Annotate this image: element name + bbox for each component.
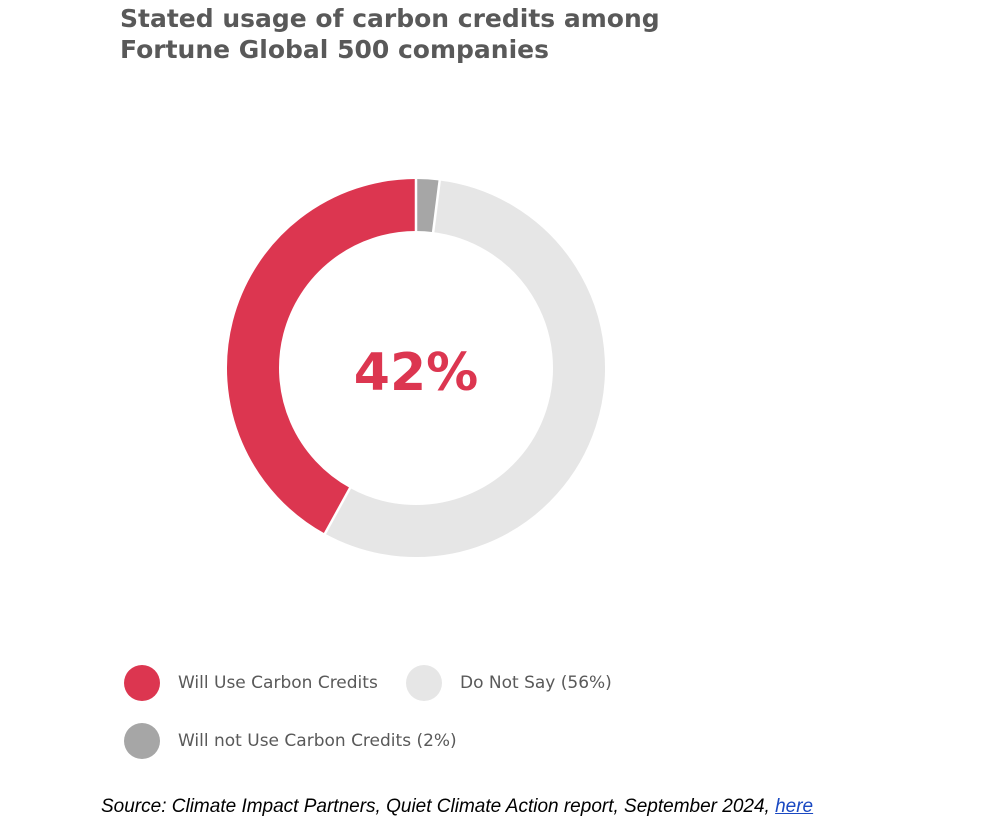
legend-item-will-use: Will Use Carbon Credits (124, 664, 378, 702)
legend-swatch-will-use (124, 665, 160, 701)
donut-slice-3 (324, 180, 605, 557)
chart-title-line-1: Stated usage of carbon credits among (120, 4, 660, 33)
legend-label-will-use: Will Use Carbon Credits (178, 673, 378, 693)
legend-label-will-not-use: Will not Use Carbon Credits (2%) (178, 731, 457, 751)
source-note: Source: Climate Impact Partners, Quiet C… (101, 796, 813, 818)
donut-slice-1 (227, 179, 417, 534)
legend-item-will-not-use: Will not Use Carbon Credits (2%) (124, 722, 457, 760)
legend-swatch-will-not-use (124, 723, 160, 759)
legend-label-do-not-say: Do Not Say (56%) (460, 673, 612, 693)
chart-title: Stated usage of carbon credits among For… (120, 3, 820, 65)
legend-item-do-not-say: Do Not Say (56%) (406, 664, 612, 702)
donut-slices (227, 178, 605, 557)
source-link[interactable]: here (775, 796, 814, 817)
donut-slice-2 (415, 179, 440, 233)
center-value-label: 42% (354, 343, 478, 403)
slice-separator-3 (431, 179, 442, 234)
chart-title-line-2: Fortune Global 500 companies (120, 35, 549, 64)
slice-separator-1 (323, 486, 352, 536)
legend-swatch-do-not-say (406, 665, 442, 701)
source-text: Source: Climate Impact Partners, Quiet C… (101, 796, 776, 817)
